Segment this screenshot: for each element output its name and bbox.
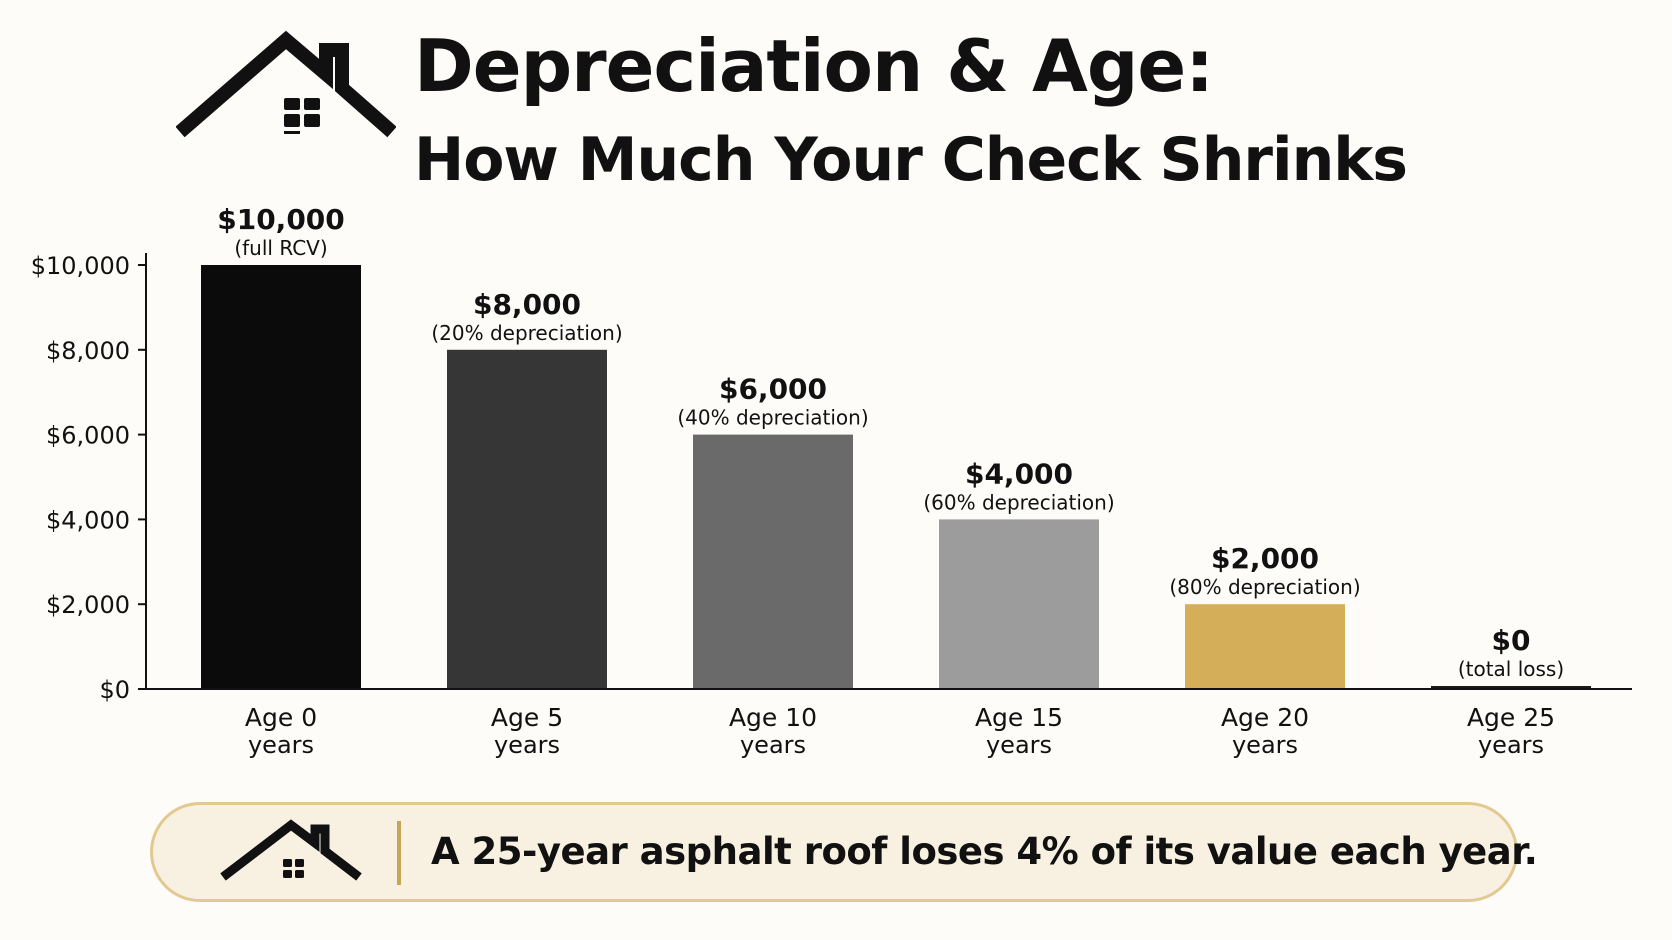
bar-chart: $0 $2,000 $4,000 $6,000 $8,000 $10,000 $10,000…: [31, 203, 1632, 759]
chart-title: Depreciation & Age:: [414, 24, 1214, 108]
bar: [447, 349, 607, 689]
x-tick-label: Age 10: [729, 703, 817, 732]
house-icon: [220, 819, 362, 881]
data-label-note: (60% depreciation): [923, 490, 1114, 514]
bar: [939, 519, 1099, 689]
y-tick-label: $8,000: [46, 337, 130, 365]
x-tick-label: Age 15: [975, 703, 1063, 732]
data-label-note: (total loss): [1458, 657, 1564, 681]
data-label-note: (80% depreciation): [1169, 575, 1360, 599]
x-tick-label: Age 25: [1467, 703, 1555, 732]
data-label-value: $8,000: [473, 288, 581, 321]
callout-text: A 25-year asphalt roof loses 4% of its v…: [431, 830, 1538, 873]
house-icon: [176, 30, 396, 138]
data-label-value: $6,000: [719, 373, 827, 406]
y-tick-label: $0: [99, 676, 130, 704]
data-label-value: $0: [1492, 624, 1531, 657]
bar: [693, 434, 853, 689]
x-tick-label: Age 0: [245, 703, 317, 732]
data-label-value: $4,000: [965, 457, 1073, 490]
x-tick-label-unit: years: [248, 731, 314, 759]
y-tick-label: $4,000: [46, 506, 130, 534]
y-tick-label: $10,000: [31, 252, 130, 280]
x-tick-label: Age 5: [491, 703, 563, 732]
y-tick-label: $2,000: [46, 591, 130, 619]
bar: [201, 265, 361, 689]
data-label-note: (40% depreciation): [677, 406, 868, 430]
x-tick-label-unit: years: [1232, 731, 1298, 759]
bar: [1431, 686, 1591, 689]
x-tick-label-unit: years: [1478, 731, 1544, 759]
callout-divider: [397, 821, 401, 885]
y-tick-label: $6,000: [46, 422, 130, 450]
data-label-note: (full RCV): [234, 236, 327, 260]
chart-subtitle: How Much Your Check Shrinks: [414, 125, 1408, 195]
data-label-value: $2,000: [1211, 542, 1319, 575]
data-label-value: $10,000: [217, 203, 345, 236]
x-tick-label-unit: years: [986, 731, 1052, 759]
data-label-note: (20% depreciation): [431, 321, 622, 345]
x-tick-label-unit: years: [740, 731, 806, 759]
bar: [1185, 604, 1345, 689]
x-tick-label-unit: years: [494, 731, 560, 759]
x-tick-label: Age 20: [1221, 703, 1309, 732]
callout-banner: A 25-year asphalt roof loses 4% of its v…: [150, 802, 1538, 902]
